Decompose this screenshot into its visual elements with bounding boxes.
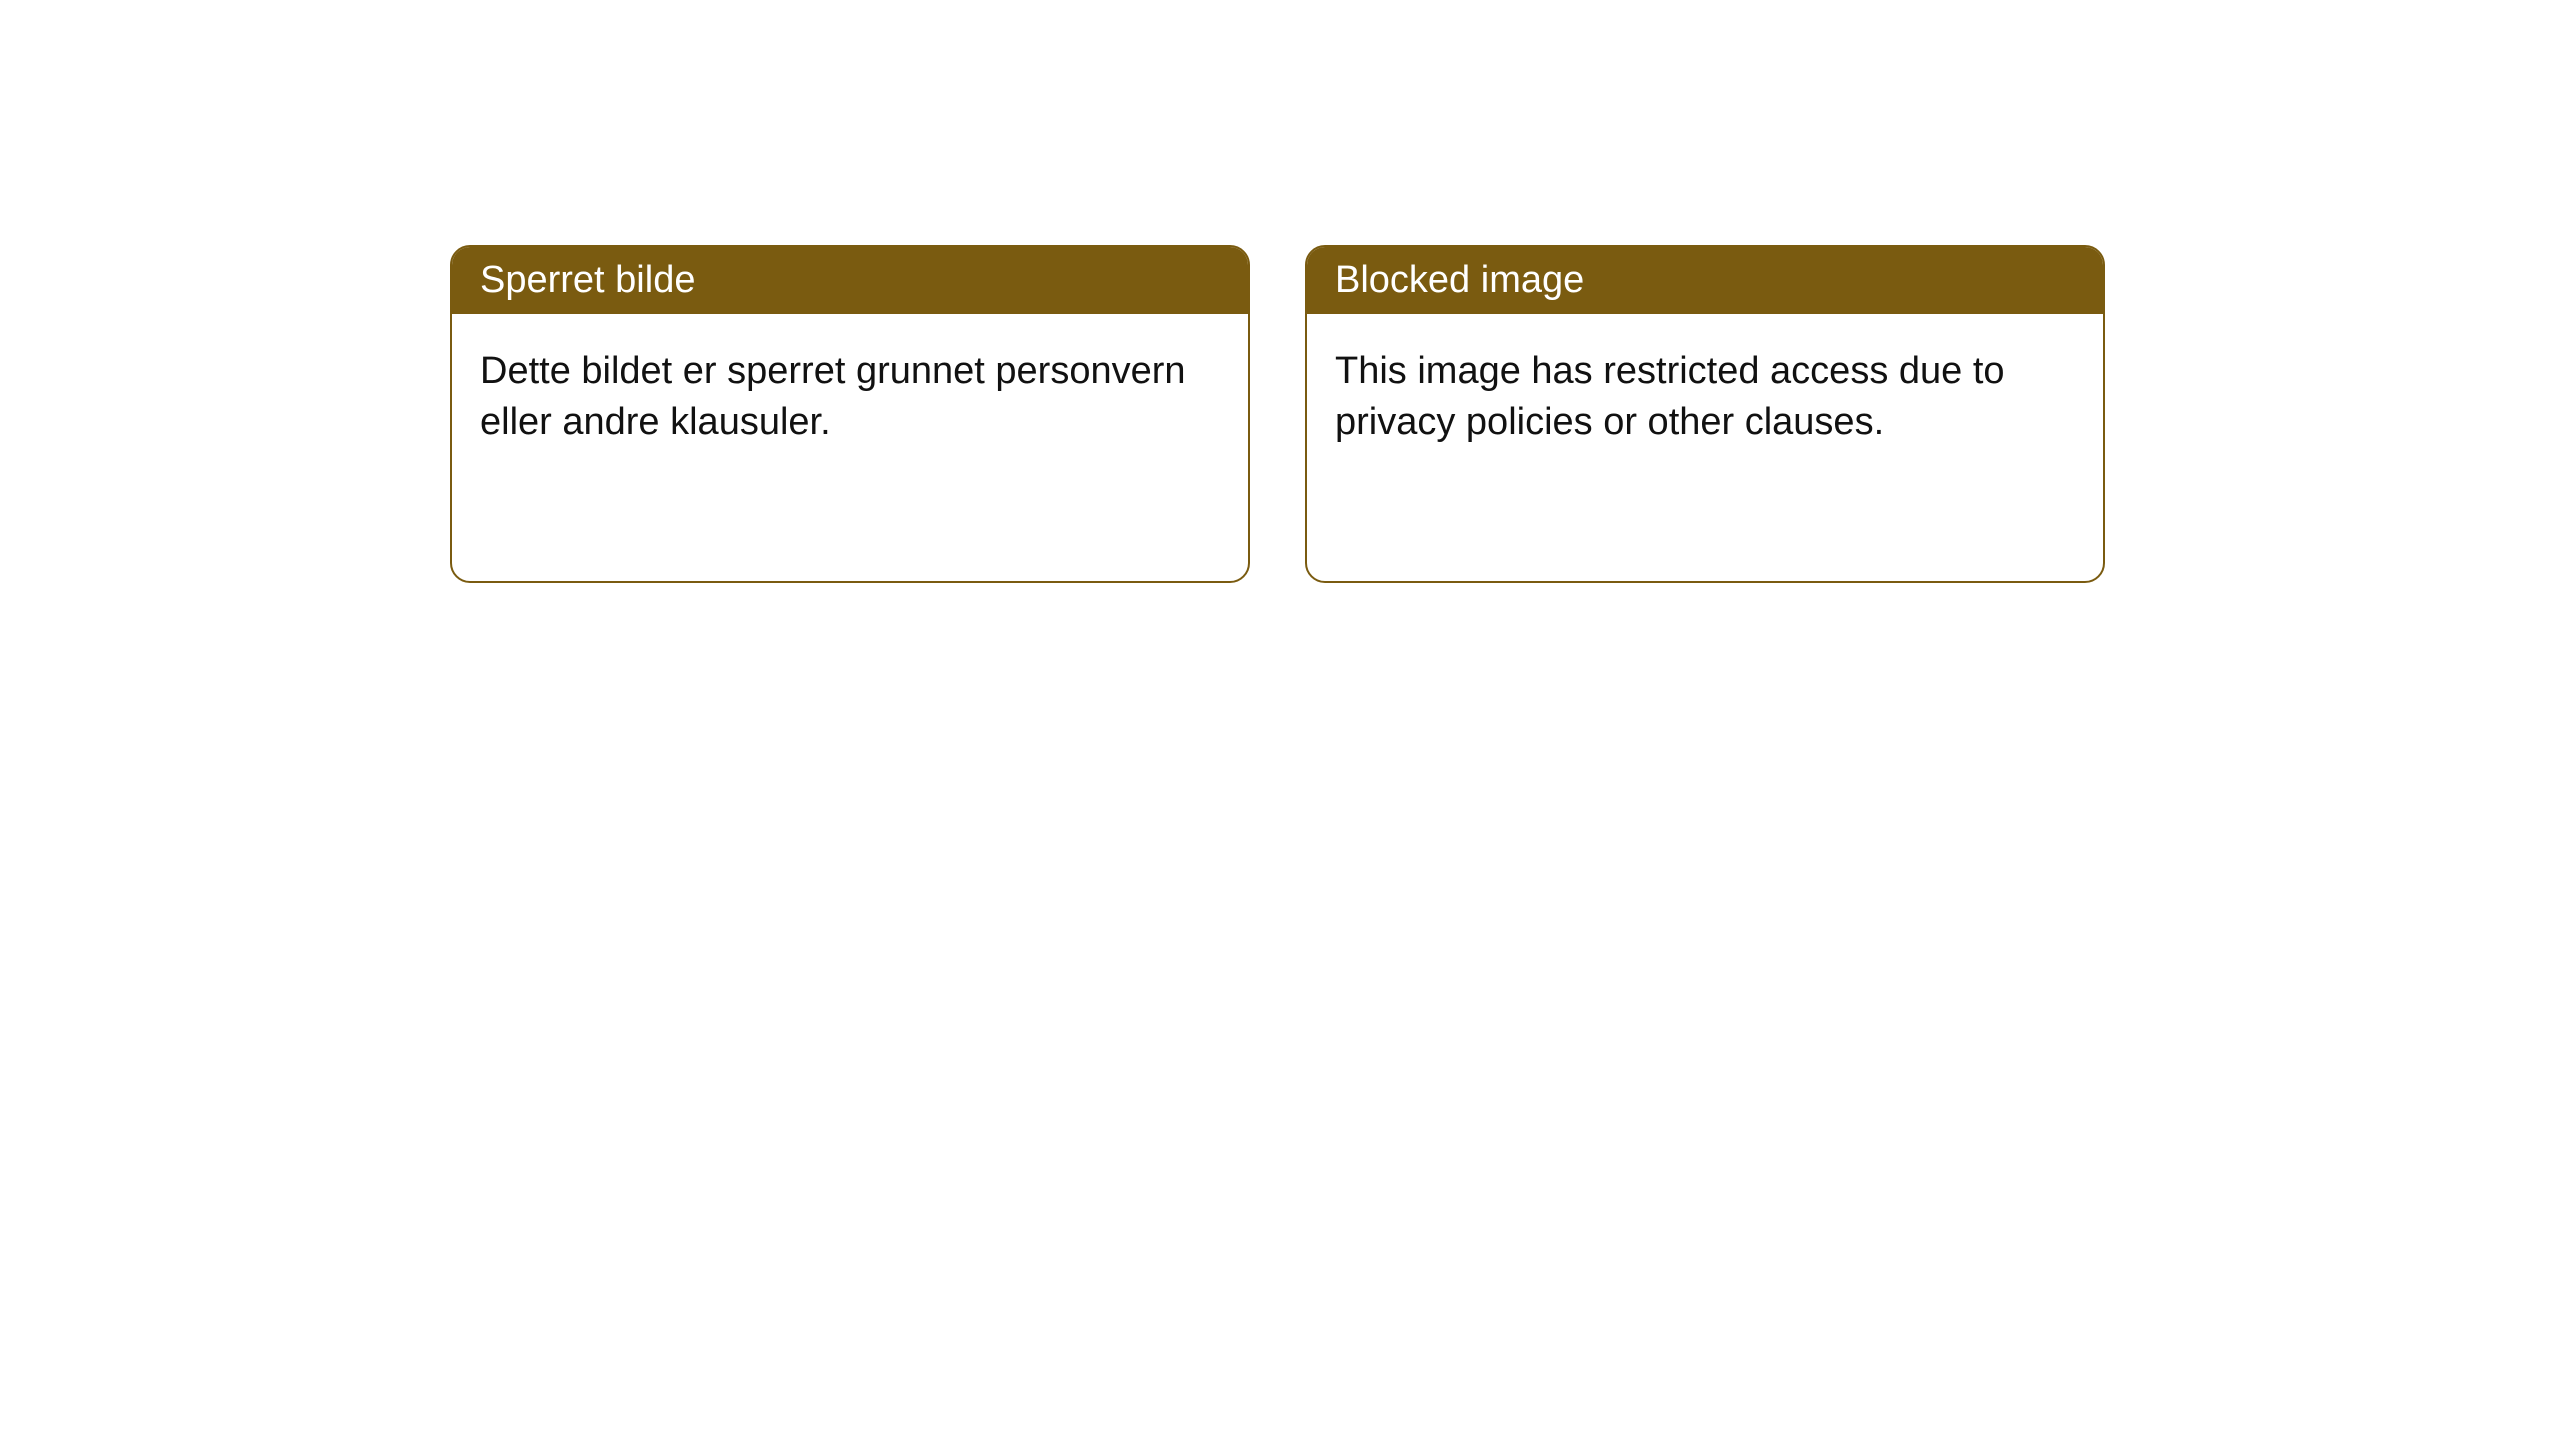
card-body-text: Dette bildet er sperret grunnet personve… — [452, 314, 1248, 481]
card-body-text: This image has restricted access due to … — [1307, 314, 2103, 481]
card-title: Blocked image — [1307, 247, 2103, 314]
card-title: Sperret bilde — [452, 247, 1248, 314]
notice-card-norwegian: Sperret bilde Dette bildet er sperret gr… — [450, 245, 1250, 583]
notice-card-english: Blocked image This image has restricted … — [1305, 245, 2105, 583]
cards-container: Sperret bilde Dette bildet er sperret gr… — [0, 0, 2560, 583]
